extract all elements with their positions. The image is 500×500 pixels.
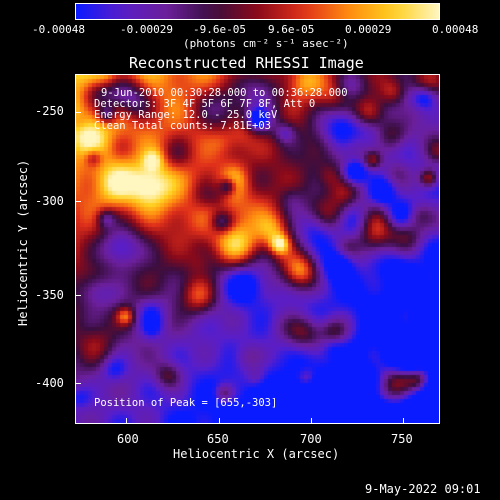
image-plot-area xyxy=(75,74,440,424)
y-tick-label: -250 xyxy=(35,104,64,118)
info-clean-counts: Clean Total counts: 7.81E+03 xyxy=(94,120,272,132)
colorbar-unit-label: (photons cm⁻² s⁻¹ asec⁻²) xyxy=(183,37,349,50)
x-tick-mark xyxy=(219,418,220,424)
footer-timestamp: 9-May-2022 09:01 xyxy=(365,482,481,496)
y-tick-mark xyxy=(75,295,81,296)
colorbar-tick: 0.00029 xyxy=(345,23,392,36)
colorbar-tick: 9.6e-05 xyxy=(268,23,315,36)
y-tick-label: -350 xyxy=(35,288,64,302)
colorbar-tick: -0.00029 xyxy=(120,23,173,36)
info-detectors: Detectors: 3F 4F 5F 6F 7F 8F, Att 0 xyxy=(94,98,316,110)
x-tick-label: 700 xyxy=(300,432,322,446)
colorbar-tick: 0.00048 xyxy=(432,23,479,36)
x-tick-label: 750 xyxy=(391,432,413,446)
y-tick-mark xyxy=(75,383,81,384)
y-axis-label: Heliocentric Y (arcsec) xyxy=(16,159,30,326)
info-energy-range: Energy Range: 12.0 - 25.0 keV xyxy=(94,109,278,121)
rhessi-image xyxy=(76,75,439,423)
y-tick-label: -400 xyxy=(35,376,64,390)
colorbar-tick: -0.00048 xyxy=(32,23,85,36)
x-tick-mark xyxy=(311,418,312,424)
x-axis-label: Heliocentric X (arcsec) xyxy=(173,447,340,461)
y-tick-mark xyxy=(75,201,81,202)
x-tick-label: 650 xyxy=(207,432,229,446)
x-tick-mark xyxy=(126,418,127,424)
x-tick-mark xyxy=(403,418,404,424)
colorbar xyxy=(75,3,440,20)
plot-title: Reconstructed RHESSI Image xyxy=(129,54,364,72)
info-time-range: 9-Jun-2010 00:30:28.000 to 00:36:28.000 xyxy=(101,87,348,99)
y-tick-mark xyxy=(75,112,81,113)
x-tick-label: 600 xyxy=(117,432,139,446)
peak-position-label: Position of Peak = [655,-303] xyxy=(94,397,278,409)
y-tick-label: -300 xyxy=(35,194,64,208)
colorbar-tick: -9.6e-05 xyxy=(193,23,246,36)
